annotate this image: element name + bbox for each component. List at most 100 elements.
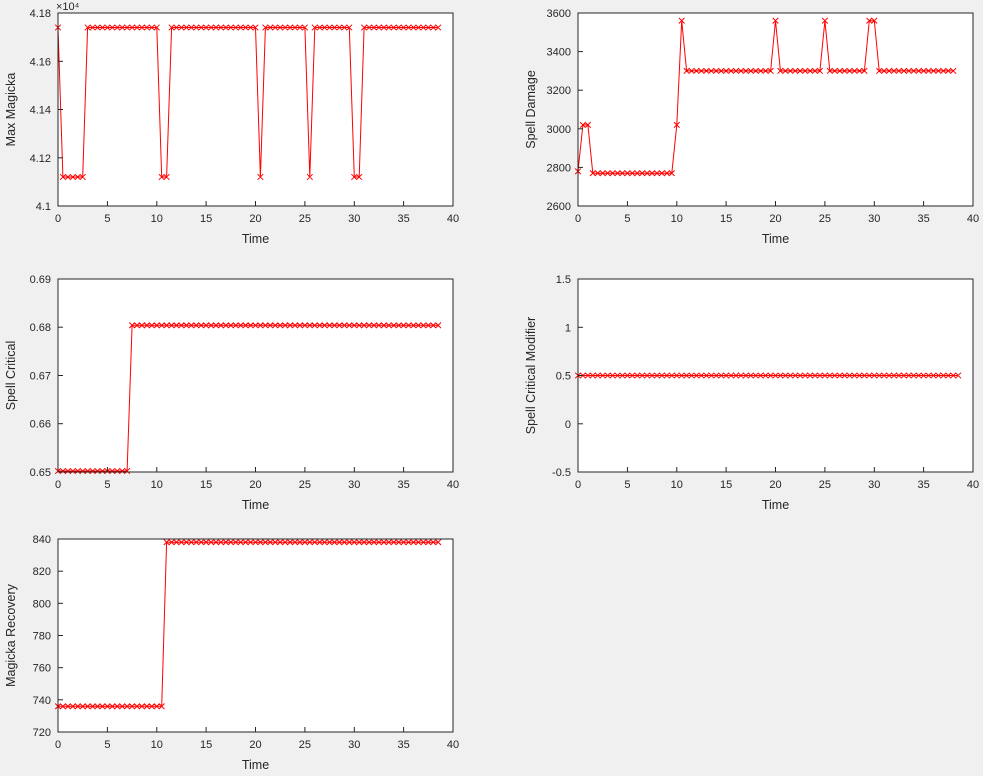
- y-tick-label: 4.14: [30, 105, 51, 117]
- x-tick-label: 0: [575, 479, 581, 491]
- x-tick-label: 5: [104, 739, 110, 751]
- plot-area: [58, 13, 453, 206]
- x-tick-label: 15: [200, 739, 212, 751]
- magicka-recovery-plot: 0 5 10 15 20 25 30 35 40 720 740 760 780 800 820 840 Tim…: [4, 534, 459, 772]
- y-axis-label: Magicka Recovery: [4, 583, 18, 687]
- y-tick-label: 740: [33, 695, 51, 707]
- subplot-spell-critical: 0 5 10 15 20 25 30 35 40 0.65 0.66 0.67 0.68 0.69 Time…: [0, 266, 500, 516]
- y-tick-label: 1.5: [556, 274, 571, 286]
- plot-area: [578, 13, 973, 206]
- x-axis-label: Time: [762, 232, 789, 246]
- y-tick-label: 0.5: [556, 371, 571, 383]
- x-tick-label: 25: [299, 479, 311, 491]
- spell-critical-modifier-plot: 0 5 10 15 20 25 30 35 40 -0.5 0 0.5 1 1.5 Time Spell Cr…: [524, 274, 979, 512]
- x-tick-label: 20: [769, 213, 781, 225]
- x-axis-label: Time: [242, 758, 269, 772]
- x-tick-label: 25: [299, 739, 311, 751]
- x-tick-label: 40: [967, 213, 979, 225]
- x-axis-label: Time: [762, 498, 789, 512]
- x-tick-label: 30: [868, 213, 880, 225]
- x-axis-label: Time: [242, 498, 269, 512]
- y-tick-label: 0.69: [30, 274, 51, 286]
- x-tick-label: 15: [720, 213, 732, 225]
- x-tick-label: 10: [671, 479, 683, 491]
- x-tick-label: 30: [348, 213, 360, 225]
- y-tick-label: 760: [33, 663, 51, 675]
- x-tick-label: 0: [55, 213, 61, 225]
- x-tick-label: 20: [249, 213, 261, 225]
- x-axis-label: Time: [242, 232, 269, 246]
- x-tick-label: 10: [151, 479, 163, 491]
- x-tick-label: 30: [348, 479, 360, 491]
- x-tick-label: 25: [299, 213, 311, 225]
- y-tick-label: 3000: [547, 124, 571, 136]
- x-tick-label: 0: [575, 213, 581, 225]
- y-tick-label: 3200: [547, 85, 571, 97]
- y-tick-label: 3600: [547, 8, 571, 20]
- x-tick-label: 5: [104, 213, 110, 225]
- y-tick-label: 4.1: [36, 201, 51, 213]
- x-tick-label: 35: [397, 479, 409, 491]
- y-tick-label: 0.65: [30, 467, 51, 479]
- y-tick-label: -0.5: [552, 467, 571, 479]
- y-tick-label: 3400: [547, 47, 571, 59]
- subplot-spell-critical-modifier: 0 5 10 15 20 25 30 35 40 -0.5 0 0.5 1 1.5 Time Spell Cr…: [520, 266, 983, 516]
- y-tick-label: 2800: [547, 162, 571, 174]
- y-tick-label: 4.12: [30, 153, 51, 165]
- subplot-magicka-recovery: 0 5 10 15 20 25 30 35 40 720 740 760 780 800 820 840 Tim…: [0, 526, 500, 776]
- y-tick-label: 800: [33, 598, 51, 610]
- y-tick-label: 720: [33, 727, 51, 739]
- x-tick-label: 25: [819, 479, 831, 491]
- y-axis-label: Spell Critical: [4, 341, 18, 410]
- y-tick-label: 820: [33, 566, 51, 578]
- y-exponent-label: ×10⁴: [56, 1, 80, 13]
- y-tick-label: 4.18: [30, 8, 51, 20]
- y-axis-label: Max Magicka: [4, 73, 18, 147]
- max-magicka-plot: 0 5 10 15 20 25 30 35 40 4.1 4.12 4.14 4.16 4.18 Time M…: [4, 1, 459, 246]
- y-axis-label: Spell Critical Modifier: [524, 317, 538, 434]
- data-line: [57, 27, 439, 178]
- x-tick-label: 10: [671, 213, 683, 225]
- y-tick-label: 780: [33, 631, 51, 643]
- x-tick-label: 20: [769, 479, 781, 491]
- y-tick-label: 0.67: [30, 371, 51, 383]
- x-tick-label: 15: [200, 213, 212, 225]
- x-tick-label: 15: [200, 479, 212, 491]
- y-tick-label: 0: [565, 419, 571, 431]
- x-tick-label: 35: [397, 739, 409, 751]
- x-tick-label: 35: [917, 213, 929, 225]
- x-tick-label: 40: [447, 739, 459, 751]
- x-tick-label: 20: [249, 739, 261, 751]
- x-tick-label: 35: [917, 479, 929, 491]
- y-axis-label: Spell Damage: [524, 70, 538, 149]
- y-tick-label: 0.68: [30, 322, 51, 334]
- y-tick-label: 2600: [547, 201, 571, 213]
- y-tick-label: 840: [33, 534, 51, 546]
- x-tick-label: 5: [104, 479, 110, 491]
- x-tick-label: 25: [819, 213, 831, 225]
- spell-critical-plot: 0 5 10 15 20 25 30 35 40 0.65 0.66 0.67 0.68 0.69 Time…: [4, 274, 459, 512]
- x-tick-label: 0: [55, 479, 61, 491]
- x-tick-label: 40: [447, 213, 459, 225]
- y-tick-label: 4.16: [30, 56, 51, 68]
- data-line: [58, 324, 439, 472]
- x-tick-label: 5: [624, 213, 630, 225]
- y-tick-label: 1: [565, 322, 571, 334]
- subplot-spell-damage: 0 5 10 15 20 25 30 35 40 2600 2800 3000 3200 3400 3600…: [520, 0, 983, 250]
- x-tick-label: 5: [624, 479, 630, 491]
- plot-area: [58, 279, 453, 472]
- x-tick-label: 10: [151, 739, 163, 751]
- data-line: [58, 541, 439, 707]
- y-tick-label: 0.66: [30, 419, 51, 431]
- x-tick-label: 40: [447, 479, 459, 491]
- spell-damage-plot: 0 5 10 15 20 25 30 35 40 2600 2800 3000 3200 3400 3600…: [524, 8, 979, 246]
- x-tick-label: 15: [720, 479, 732, 491]
- x-tick-label: 40: [967, 479, 979, 491]
- x-tick-label: 30: [868, 479, 880, 491]
- x-tick-label: 35: [397, 213, 409, 225]
- x-tick-label: 0: [55, 739, 61, 751]
- x-tick-label: 10: [151, 213, 163, 225]
- x-tick-label: 30: [348, 739, 360, 751]
